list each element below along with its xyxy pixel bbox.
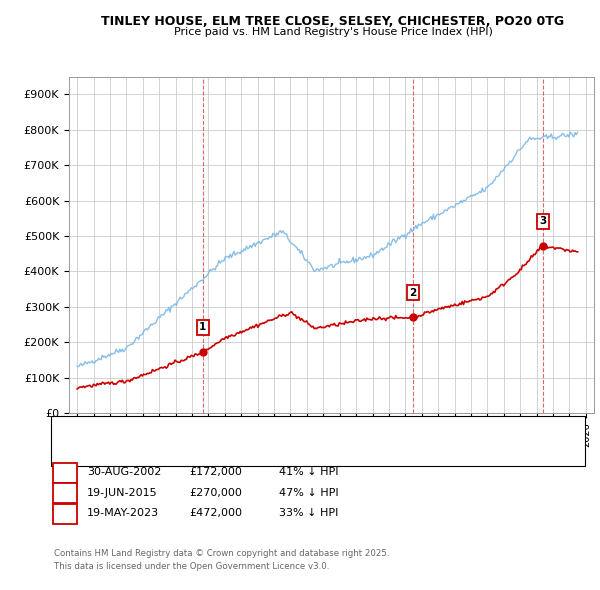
Text: 2: 2 <box>61 488 68 497</box>
Text: 30-AUG-2002: 30-AUG-2002 <box>87 467 161 477</box>
Text: 19-MAY-2023: 19-MAY-2023 <box>87 509 159 518</box>
Text: 1: 1 <box>199 322 206 332</box>
Text: £472,000: £472,000 <box>189 509 242 518</box>
Text: £270,000: £270,000 <box>189 488 242 497</box>
Text: TINLEY HOUSE, ELM TREE CLOSE, SELSEY, CHICHESTER, PO20 0TG (detached house): TINLEY HOUSE, ELM TREE CLOSE, SELSEY, CH… <box>93 427 494 436</box>
Text: 3: 3 <box>539 216 547 226</box>
Text: HPI: Average price, detached house, Chichester: HPI: Average price, detached house, Chic… <box>93 445 320 454</box>
Text: TINLEY HOUSE, ELM TREE CLOSE, SELSEY, CHICHESTER, PO20 0TG: TINLEY HOUSE, ELM TREE CLOSE, SELSEY, CH… <box>101 15 565 28</box>
Text: Contains HM Land Registry data © Crown copyright and database right 2025.: Contains HM Land Registry data © Crown c… <box>54 549 389 558</box>
Text: 41% ↓ HPI: 41% ↓ HPI <box>279 467 338 477</box>
Text: £172,000: £172,000 <box>189 467 242 477</box>
Text: 1: 1 <box>61 467 68 477</box>
Text: 3: 3 <box>61 509 68 518</box>
Text: Price paid vs. HM Land Registry's House Price Index (HPI): Price paid vs. HM Land Registry's House … <box>173 27 493 37</box>
Text: 19-JUN-2015: 19-JUN-2015 <box>87 488 158 497</box>
Text: This data is licensed under the Open Government Licence v3.0.: This data is licensed under the Open Gov… <box>54 562 329 571</box>
Text: 2: 2 <box>409 288 416 297</box>
Text: 47% ↓ HPI: 47% ↓ HPI <box>279 488 338 497</box>
Text: 33% ↓ HPI: 33% ↓ HPI <box>279 509 338 518</box>
